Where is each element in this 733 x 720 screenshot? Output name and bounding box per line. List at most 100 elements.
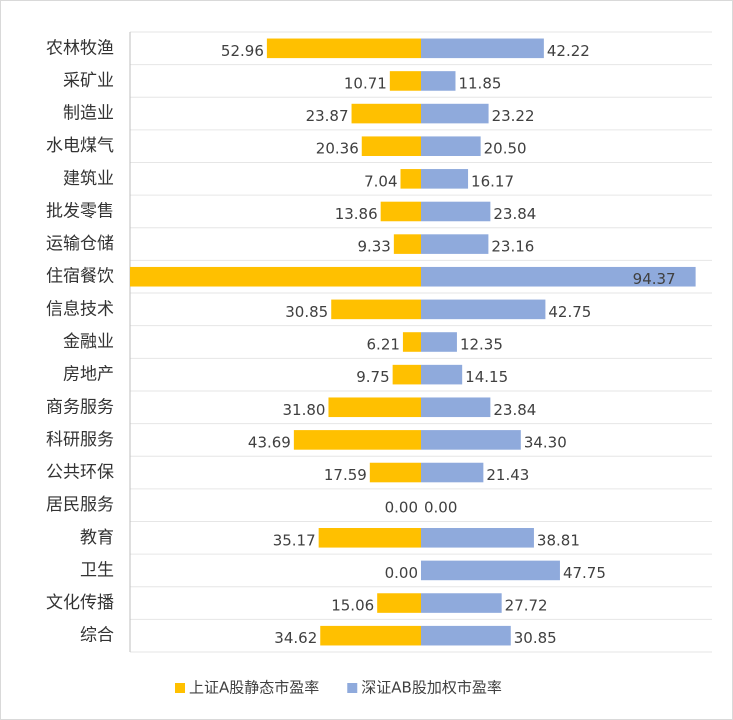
value-label: 94.37 xyxy=(633,270,676,288)
bar xyxy=(402,332,421,352)
value-label: 20.50 xyxy=(484,140,527,158)
category-label: 公共环保 xyxy=(46,463,114,483)
bar xyxy=(421,430,521,450)
bar xyxy=(369,462,421,483)
category-label: 批发零售 xyxy=(46,201,114,221)
legend-swatch xyxy=(347,683,358,693)
category-label: 科研服务 xyxy=(46,430,114,450)
bar xyxy=(421,397,491,418)
category-label: 信息技术 xyxy=(46,299,114,319)
value-label: 23.84 xyxy=(493,205,536,223)
bar xyxy=(421,364,463,385)
value-label: 7.04 xyxy=(364,172,397,190)
value-label: 31.80 xyxy=(283,401,326,419)
value-label: 14.15 xyxy=(465,368,508,386)
value-label: 0.00 xyxy=(385,499,418,517)
value-label: 20.36 xyxy=(316,140,359,158)
category-label: 教育 xyxy=(80,528,114,548)
value-label: 23.16 xyxy=(491,238,534,256)
bar xyxy=(421,625,511,646)
value-label: 21.43 xyxy=(486,466,529,484)
value-label: 30.85 xyxy=(285,303,328,321)
category-label: 住宿餐饮 xyxy=(46,267,114,287)
bar xyxy=(331,299,421,320)
bar xyxy=(400,169,421,189)
value-label: 9.33 xyxy=(357,238,390,256)
legend-label: 上证A股静态市盈率 xyxy=(189,679,319,697)
value-label: 0.00 xyxy=(385,564,418,582)
category-label: 采矿业 xyxy=(63,71,114,91)
category-label: 文化传播 xyxy=(46,593,114,613)
value-label: 23.84 xyxy=(493,401,536,419)
bar xyxy=(421,462,484,483)
bar xyxy=(393,234,421,254)
bar xyxy=(130,266,421,287)
category-label: 居民服务 xyxy=(46,495,114,515)
category-label: 农林牧渔 xyxy=(46,38,114,58)
legend-label: 深证AB股加权市盈率 xyxy=(361,679,502,697)
bar xyxy=(377,593,421,613)
category-label: 建筑业 xyxy=(63,169,114,189)
value-label: 27.72 xyxy=(505,597,548,615)
bar xyxy=(421,234,489,254)
bar xyxy=(392,364,421,385)
bar xyxy=(421,71,456,91)
bar xyxy=(421,332,457,352)
category-label: 金融业 xyxy=(63,332,114,352)
bar xyxy=(351,103,421,124)
value-label: 6.21 xyxy=(367,336,400,354)
category-label: 综合 xyxy=(80,626,114,646)
value-label: 11.85 xyxy=(458,74,501,92)
value-label: 10.71 xyxy=(344,74,387,92)
bar xyxy=(320,625,421,646)
category-label: 商务服务 xyxy=(46,397,114,417)
value-label: 23.22 xyxy=(492,107,535,125)
bar xyxy=(421,560,560,581)
value-label: 17.59 xyxy=(324,466,367,484)
bar xyxy=(318,528,421,548)
category-label: 房地产 xyxy=(63,365,114,385)
bar xyxy=(421,593,502,613)
bar xyxy=(380,201,421,222)
value-label: 42.22 xyxy=(547,42,590,60)
value-label: 12.35 xyxy=(460,336,503,354)
grid xyxy=(129,31,712,653)
bar xyxy=(328,397,421,418)
bar xyxy=(389,71,421,91)
value-label: 15.06 xyxy=(331,597,374,615)
category-label: 卫生 xyxy=(80,560,114,580)
value-label: 16.17 xyxy=(471,172,514,190)
value-label: 34.62 xyxy=(274,629,317,647)
category-label: 制造业 xyxy=(63,104,114,124)
bar xyxy=(421,103,489,124)
legend-swatch xyxy=(175,683,185,693)
bar xyxy=(421,299,546,320)
value-label: 9.75 xyxy=(356,368,389,386)
value-label: 43.69 xyxy=(248,433,291,451)
value-label: 42.75 xyxy=(548,303,591,321)
value-label: 52.96 xyxy=(221,42,264,60)
category-label: 运输仓储 xyxy=(46,234,114,254)
value-label: 47.75 xyxy=(563,564,606,582)
value-label: 34.30 xyxy=(524,433,567,451)
value-label: 30.85 xyxy=(514,629,557,647)
value-label: 38.81 xyxy=(537,531,580,549)
bar xyxy=(361,136,421,156)
bar xyxy=(293,430,421,450)
bars xyxy=(130,38,696,646)
value-label: 13.86 xyxy=(335,205,378,223)
value-label: 0.00 xyxy=(424,499,457,517)
category-label: 水电煤气 xyxy=(46,136,114,156)
bar xyxy=(421,528,534,548)
bar xyxy=(421,201,491,222)
bar xyxy=(421,38,544,59)
bar xyxy=(421,266,696,287)
value-label: 35.17 xyxy=(273,531,316,549)
labels: 农林牧渔 52.96 42.22 采矿业 10.71 11.85 制造业 23.87 23.22… xyxy=(46,38,676,696)
bar xyxy=(421,169,469,189)
value-label: 23.87 xyxy=(306,107,349,125)
bar xyxy=(421,136,481,156)
bar xyxy=(266,38,421,59)
